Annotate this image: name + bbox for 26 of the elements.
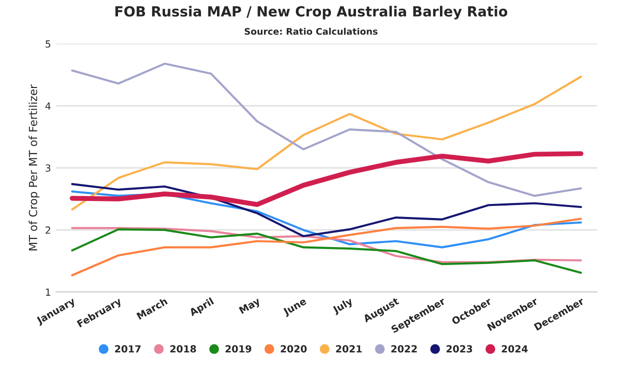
line-series	[70, 151, 584, 207]
legend-label: 2023	[446, 345, 472, 353]
legend-label: 2018	[170, 345, 196, 353]
line-series	[71, 228, 582, 274]
y-tick-label: 1	[46, 288, 50, 296]
line-series	[71, 62, 582, 197]
legend-label: 2024	[502, 345, 528, 353]
legend-label: 2019	[226, 345, 252, 353]
y-tick-label: 3	[46, 164, 50, 172]
line-series	[71, 227, 582, 264]
x-tick-label: May	[238, 297, 262, 316]
y-axis-title: MT of Crop Per MT of Fertilizer	[28, 84, 40, 250]
y-tick-label: 4	[45, 102, 51, 110]
y-tick-label: 5	[46, 40, 50, 48]
chart-subtitle: Source: Ratio Calculations	[244, 28, 378, 35]
x-tick-label: July	[332, 296, 354, 316]
chart-title: FOB Russia MAP / New Crop Australia Barley Ratio	[115, 6, 508, 20]
legend-label: 2021	[336, 345, 362, 353]
y-tick-label: 2	[46, 226, 50, 234]
line-series	[71, 190, 582, 248]
line-series	[71, 218, 582, 276]
line-series	[71, 76, 582, 211]
legend-label: 2017	[115, 345, 141, 353]
line-series	[71, 182, 582, 238]
legend-label: 2022	[391, 345, 417, 353]
legend-label: 2020	[280, 345, 307, 353]
